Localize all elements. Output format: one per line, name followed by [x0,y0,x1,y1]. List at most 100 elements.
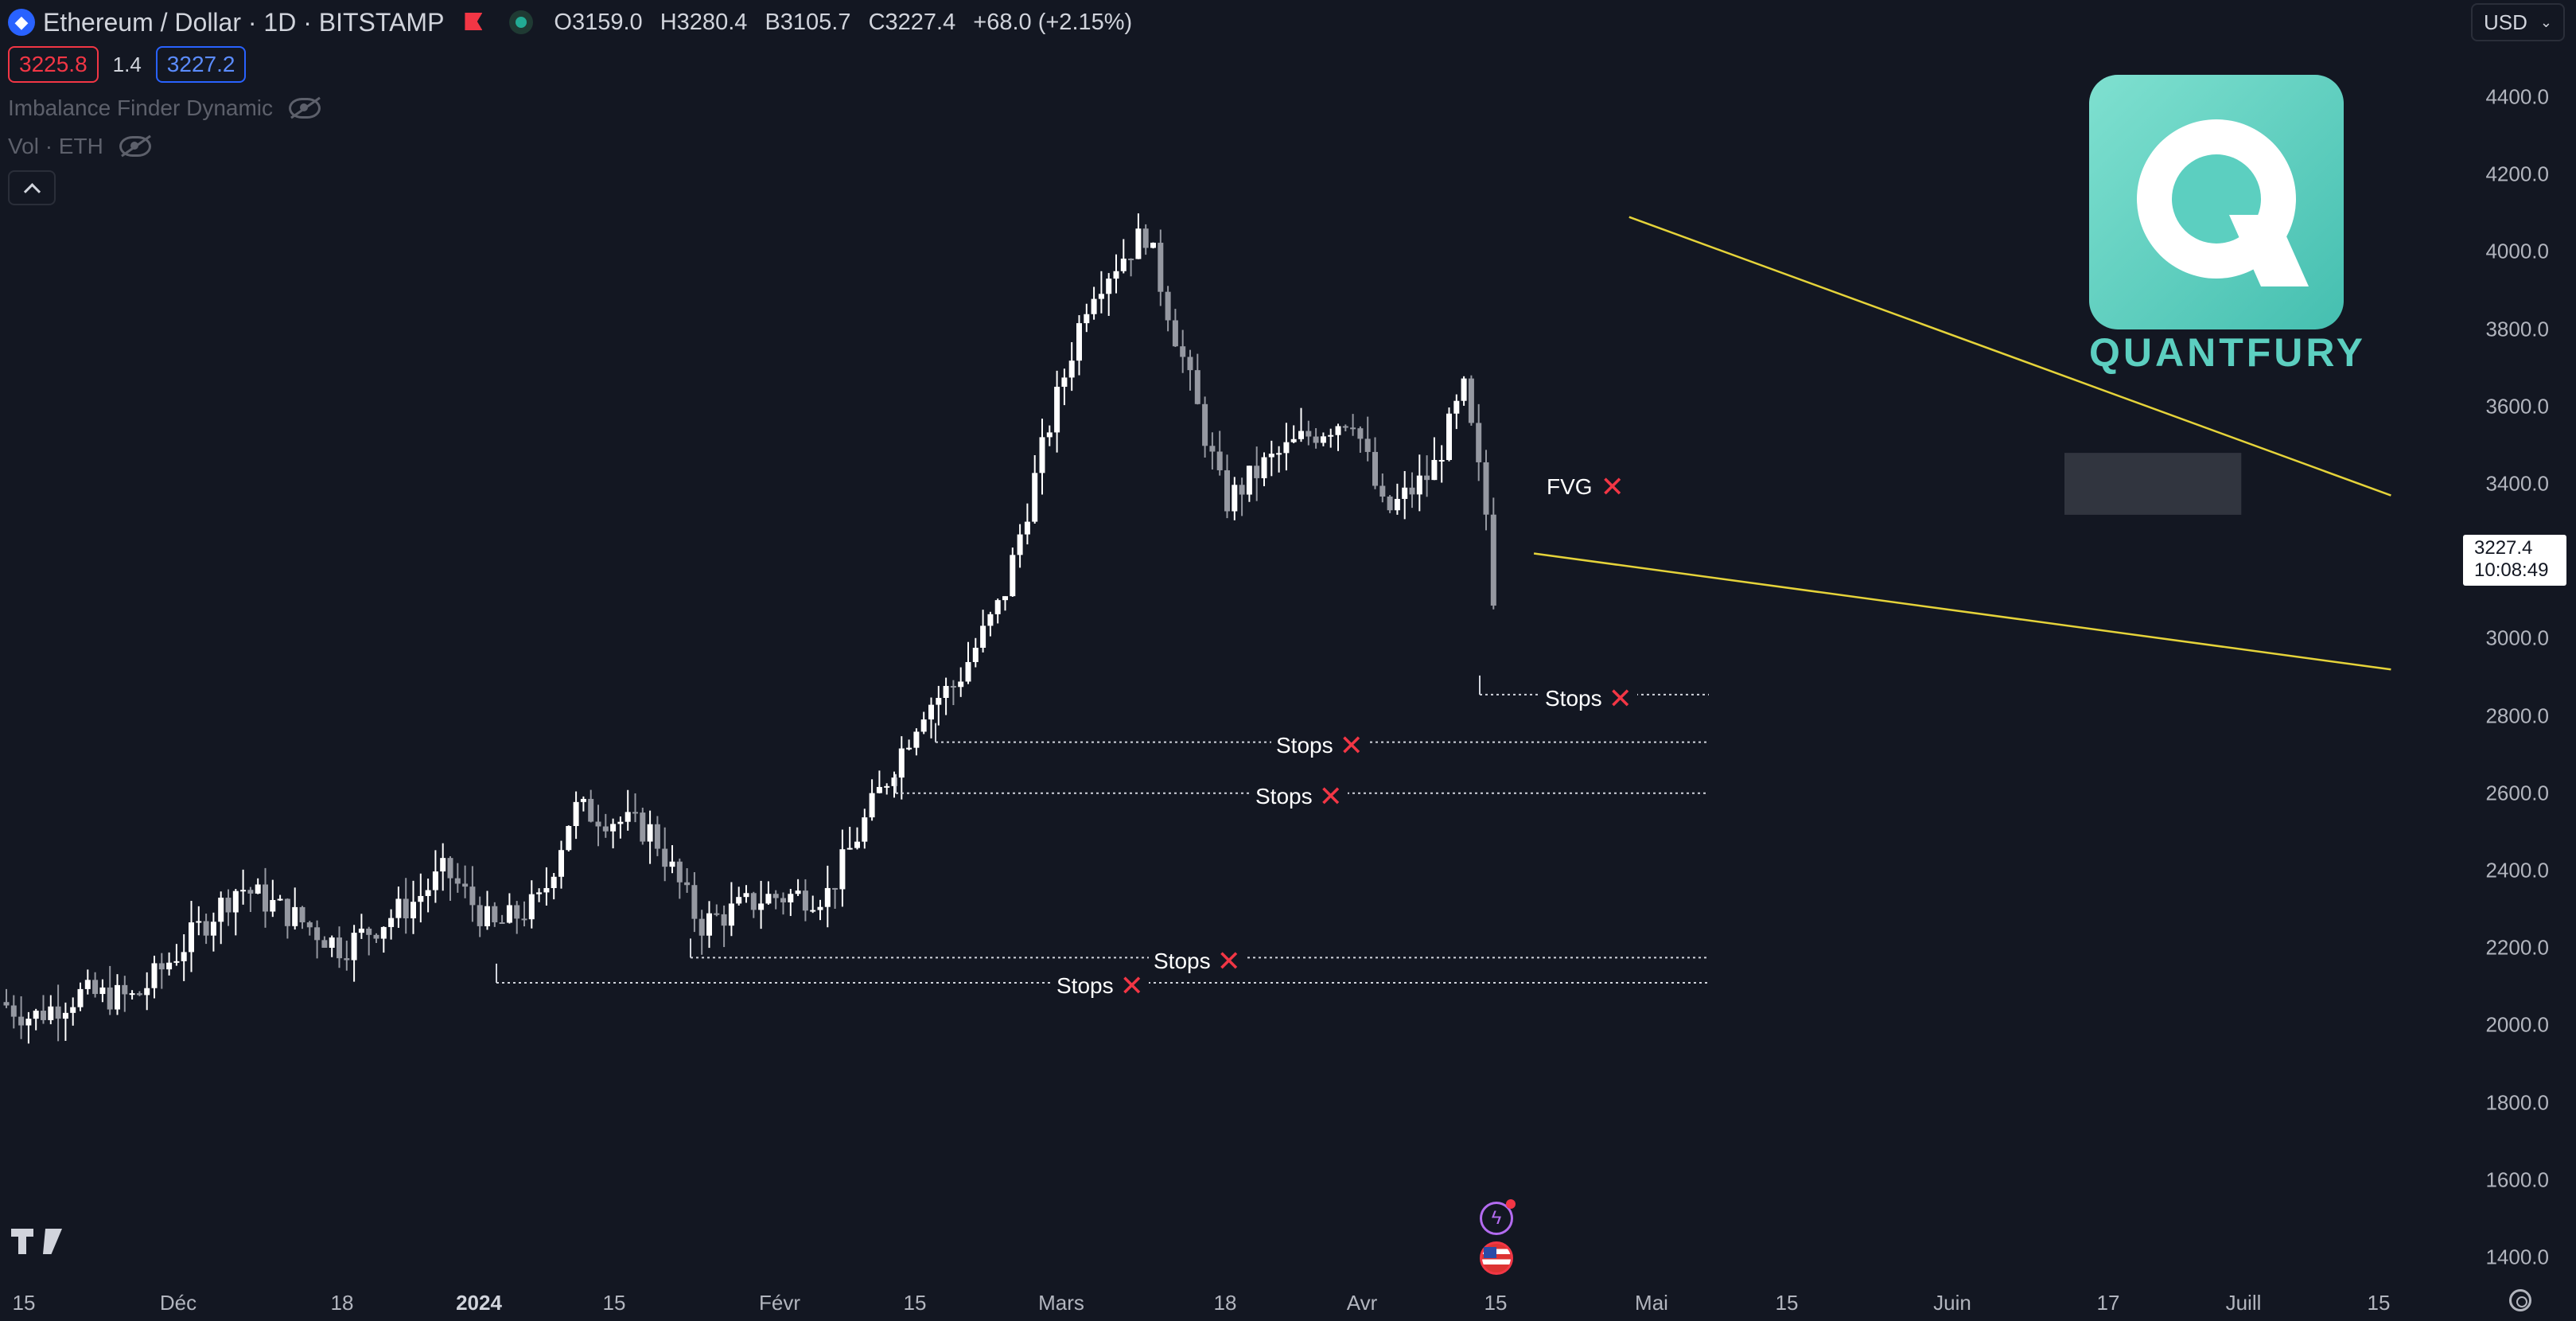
candle-body [1320,436,1326,443]
candle-body [18,1016,25,1026]
logo-text: QUANTFURY [2089,330,2367,375]
symbol-title[interactable]: Ethereum / Dollar · 1D · BITSTAMP [43,7,445,37]
candle-body [750,893,757,910]
stops-text: Stops [1056,973,1114,998]
candle-body [1468,378,1474,423]
candle-body [263,884,268,912]
time-tick-label: 17 [2096,1291,2120,1315]
stops-label: Stops ✕ [1251,782,1348,811]
candle-body [62,1012,68,1019]
candle-body [425,890,431,896]
currency-select[interactable]: USD ⌄ [2471,3,2565,41]
candle-body [595,821,601,827]
candle-body [891,777,897,786]
price-tick-label: 3600.0 [2485,394,2549,419]
fvg-label: FVG ✕ [1547,473,1625,501]
candle-body [669,861,675,867]
flag-icon[interactable] [465,13,482,32]
lightning-event-icon[interactable]: ϟ [1480,1199,1516,1235]
candle-body [440,858,446,872]
candle-body [196,921,202,923]
candle-body [1010,555,1016,597]
candle-body [33,1011,39,1019]
candle-body [299,906,305,923]
candle-body [418,895,424,902]
candle-body [1216,451,1223,470]
candle-body [1202,403,1208,446]
quote-row: 3225.8 1.4 3227.2 [8,46,247,83]
candle-body [1128,258,1134,260]
buy-price-button[interactable]: 3227.2 [155,46,247,83]
candle-body [1224,470,1230,512]
price-tick-label: 1600.0 [2485,1167,2549,1192]
ethereum-icon[interactable]: ◆ [8,9,35,36]
candle-body [1276,453,1282,455]
candle-body [817,906,823,910]
candle-body [1446,413,1452,461]
candle-body [1172,320,1178,347]
collapse-legend-button[interactable] [8,170,56,205]
indicator-label: Imbalance Finder Dynamic [8,95,274,120]
indicator-imbalance-finder[interactable]: Imbalance Finder Dynamic [8,95,321,121]
candle-body [1483,462,1489,515]
hidden-eye-icon[interactable] [289,98,321,119]
us-flag-event-icon[interactable] [1480,1241,1513,1275]
candle-body [189,922,194,953]
candle-body [765,894,772,904]
price-tick-label: 2400.0 [2485,858,2549,883]
price-tick-label: 4000.0 [2485,239,2549,263]
candle-body [1335,426,1341,435]
candle-body [1158,243,1164,292]
indicator-volume[interactable]: Vol · ETH [8,134,151,159]
candle-body [1490,514,1496,606]
candle-body [876,786,882,793]
candle-body [395,898,402,918]
candle-body [70,1007,76,1013]
hidden-eye-icon[interactable] [119,136,151,157]
candle-body [77,988,84,1007]
sell-price-button[interactable]: 3225.8 [8,46,99,83]
candle-body [691,885,698,919]
candle-body [107,987,113,1010]
candle-body [714,913,720,915]
candle-body [1142,228,1149,248]
candle-body [1165,291,1171,321]
close-x-icon: ✕ [1119,969,1144,1002]
close-x-icon: ✕ [1216,945,1241,977]
candle-body [610,824,617,832]
trendline [1533,552,2391,671]
candle-body [240,890,247,892]
candle-body [1039,437,1045,473]
gear-icon[interactable] [2509,1289,2531,1311]
candle-body [1113,271,1119,279]
candle-body [994,600,1001,614]
candle-body [321,940,328,949]
price-tick-label: 2000.0 [2485,1012,2549,1037]
candle-body [1342,426,1348,428]
candle-body [920,719,927,732]
stops-text: Stops [1255,784,1313,809]
candle-body [1106,279,1112,294]
price-tick-label: 4400.0 [2485,84,2549,109]
candle-body [1232,485,1238,512]
candle-body [411,902,416,918]
quantfury-logo [2089,75,2344,329]
candle-body [1024,521,1030,535]
last-price-label: 3227.4 10:08:49 [2463,535,2566,586]
time-tick-label: 15 [1484,1291,1508,1315]
candle-body [1098,294,1104,299]
stops-label: Stops ✕ [1540,684,1637,713]
time-tick-label: 15 [1775,1291,1799,1315]
candle-body [432,871,438,890]
candle-body [898,748,905,778]
candle-body [84,980,91,989]
candle-body [10,1005,17,1017]
fvg-zone [2064,453,2242,515]
candle-body [270,899,276,912]
candle-body [1120,258,1127,271]
tradingview-logo-icon[interactable] [11,1229,62,1257]
candle-body [514,905,520,919]
candle-body [1209,446,1216,452]
trendline [1628,216,2391,497]
